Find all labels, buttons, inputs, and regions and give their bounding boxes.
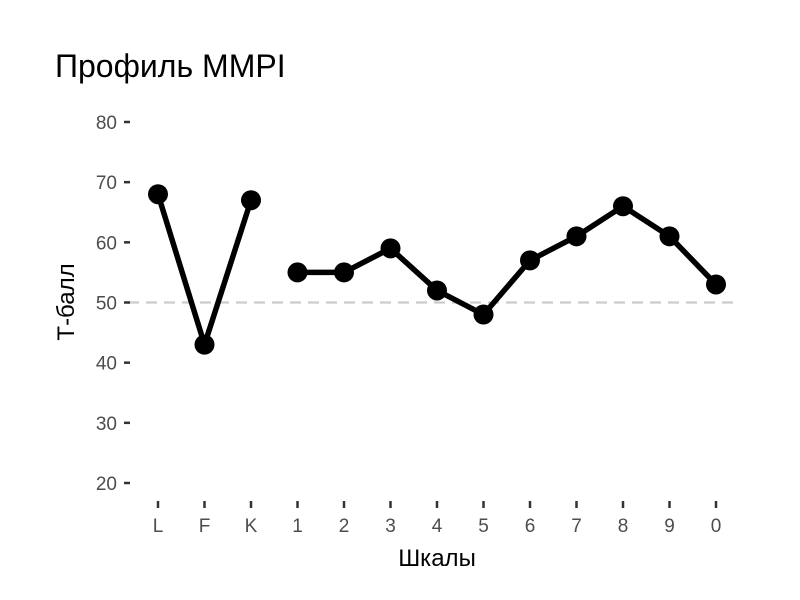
y-axis-label: Т-балл: [53, 263, 80, 340]
x-tick-label: 3: [385, 516, 396, 537]
x-tick-label: 0: [711, 516, 722, 537]
y-tick-label: 70: [96, 173, 117, 194]
data-point: [566, 226, 587, 247]
y-tick-label: 20: [96, 474, 117, 495]
x-tick-label: 1: [292, 516, 303, 537]
data-point: [659, 226, 680, 247]
series-points: [148, 184, 726, 355]
series-lines: [155, 191, 719, 348]
data-point: [427, 280, 447, 301]
chart-title: Профиль MMPI: [55, 48, 286, 84]
data-point: [287, 262, 308, 283]
x-tick-label: 8: [618, 516, 629, 537]
y-tick-label: 30: [96, 414, 117, 435]
x-axis-label: Шкалы: [398, 545, 476, 572]
x-tick-label: F: [199, 516, 211, 537]
data-point: [148, 184, 168, 205]
x-tick-label: 2: [339, 516, 350, 537]
data-point: [194, 334, 215, 355]
data-point: [613, 196, 633, 217]
series-line: [294, 203, 719, 318]
x-tick-label: 4: [432, 516, 443, 537]
data-point: [334, 262, 354, 283]
x-tick-label: 9: [664, 516, 675, 537]
y-tick-label: 40: [96, 354, 117, 375]
data-point: [473, 304, 494, 325]
data-point: [706, 274, 726, 295]
y-axis: 20 30 40 50 60 70 80: [96, 113, 130, 495]
data-point: [520, 250, 540, 271]
x-axis: L F K 1 2 3 4 5 6 7 8 9 0: [153, 501, 722, 537]
x-tick-label: K: [245, 516, 258, 537]
y-tick-label: 80: [96, 113, 117, 134]
y-tick-label: 50: [96, 294, 117, 315]
x-tick-label: L: [153, 516, 164, 537]
x-tick-label: 5: [478, 516, 489, 537]
series-line: [155, 191, 254, 348]
data-point: [380, 238, 401, 259]
x-tick-label: 6: [525, 516, 536, 537]
x-tick-label: 7: [571, 516, 582, 537]
y-tick-label: 60: [96, 233, 117, 254]
data-point: [241, 190, 261, 211]
